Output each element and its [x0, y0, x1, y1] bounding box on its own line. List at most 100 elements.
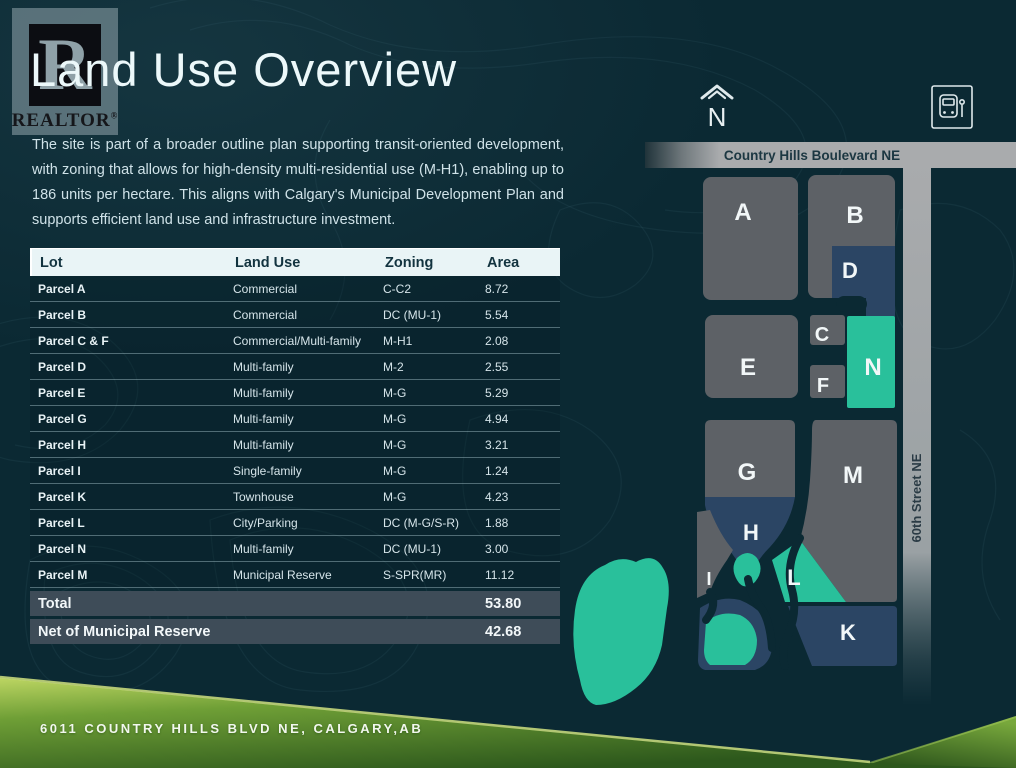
parcel-I [697, 510, 733, 598]
cell-lot: Parcel H [38, 437, 87, 452]
north-arrow-icon [700, 84, 734, 100]
road-country-hills-blvd [645, 142, 1016, 168]
cell-area: 2.08 [485, 333, 509, 348]
parcel-label-L: L [787, 565, 800, 590]
road-label-vertical: 60th Street NE [909, 453, 924, 542]
cell-area: 4.23 [485, 489, 509, 504]
cell-land-use: Commercial/Multi-family [233, 333, 362, 348]
cell-area: 5.54 [485, 307, 509, 322]
cell-zoning: M-G [383, 463, 407, 478]
cell-zoning: M-H1 [383, 333, 413, 348]
cell-land-use: Multi-family [233, 359, 294, 374]
table-row: Parcel E Multi-family M-G 5.29 [30, 380, 560, 406]
table-row: Parcel A Commercial C-C2 8.72 [30, 276, 560, 302]
green-patch-small [704, 613, 757, 665]
net-row: Net of Municipal Reserve 42.68 [30, 619, 560, 644]
table-row: Parcel B Commercial DC (MU-1) 5.54 [30, 302, 560, 328]
cell-land-use: Multi-family [233, 411, 294, 426]
cell-zoning: M-G [383, 489, 407, 504]
cell-zoning: M-G [383, 385, 407, 400]
parcel-label-E: E [740, 354, 756, 381]
table-row: Parcel G Multi-family M-G 4.94 [30, 406, 560, 432]
cell-area: 11.12 [485, 567, 515, 582]
cell-lot: Parcel I [38, 463, 81, 478]
cell-lot: Parcel B [38, 307, 87, 322]
column-header-area: Area [487, 254, 520, 271]
column-header-land-use: Land Use [235, 254, 301, 271]
parcel-label-F: F [817, 375, 829, 397]
cell-lot: Parcel D [38, 359, 87, 374]
cell-zoning: M-G [383, 437, 407, 452]
cell-land-use: City/Parking [233, 515, 298, 530]
table-row: Parcel C & F Commercial/Multi-family M-H… [30, 328, 560, 354]
parcel-G [705, 420, 795, 497]
column-header-lot: Lot [40, 254, 63, 271]
cell-land-use: Townhouse [233, 489, 294, 504]
realtor-logo: R REALTOR® [12, 8, 118, 135]
parcel-D [832, 246, 895, 318]
column-header-zoning: Zoning [385, 254, 434, 271]
parcel-F [810, 365, 845, 398]
grass-ridge-right-highlight [869, 716, 1016, 764]
cell-land-use: Single-family [233, 463, 302, 478]
cell-land-use: Multi-family [233, 437, 294, 452]
table-row: Parcel K Townhouse M-G 4.23 [30, 484, 560, 510]
parcel-label-N: N [864, 354, 881, 381]
parcel-A [703, 177, 798, 300]
cell-land-use: Commercial [233, 281, 298, 296]
net-label: Net of Municipal Reserve [38, 623, 211, 640]
parcel-M [800, 420, 897, 602]
cell-lot: Parcel L [38, 515, 85, 530]
parcel-C [810, 315, 845, 345]
cell-lot: Parcel E [38, 385, 86, 400]
north-label: N [708, 102, 727, 132]
parcel-label-K: K [840, 620, 856, 645]
road-label-horizontal: Country Hills Boulevard NE [724, 148, 900, 163]
cell-lot: Parcel N [38, 541, 87, 556]
cell-lot: Parcel C & F [38, 333, 109, 348]
cell-zoning: M-2 [383, 359, 404, 374]
bus-stop-icon [931, 85, 973, 129]
grass-ridge-left-highlight [0, 675, 871, 764]
realtor-logo-mark: R [29, 24, 101, 106]
table-header-row: Lot Land Use Zoning Area [30, 248, 560, 276]
parcel-label-I: I [706, 569, 711, 589]
realtor-logo-word: REALTOR® [11, 110, 119, 131]
parcel-label-A: A [734, 199, 751, 226]
cell-zoning: DC (MU-1) [383, 307, 441, 322]
parcel-H [705, 497, 795, 579]
road-60th-street [903, 160, 931, 705]
table-row: Parcel H Multi-family M-G 3.21 [30, 432, 560, 458]
table-row: Parcel L City/Parking DC (M-G/S-R) 1.88 [30, 510, 560, 536]
cell-lot: Parcel M [38, 567, 88, 582]
cell-area: 3.00 [485, 541, 509, 556]
cell-zoning: DC (M-G/S-R) [383, 515, 459, 530]
total-value: 53.80 [485, 595, 522, 612]
cell-land-use: Multi-family [233, 541, 294, 556]
parcel-label-G: G [738, 459, 757, 486]
property-address: 6011 COUNTRY HILLS BLVD NE, CALGARY,AB [40, 721, 424, 736]
cell-land-use: Municipal Reserve [233, 567, 332, 582]
total-row: Total 53.80 [30, 591, 560, 616]
registered-mark: ® [110, 110, 119, 121]
parcel-label-D: D [842, 258, 858, 283]
grass-hill-left [0, 678, 1016, 768]
cell-area: 5.29 [485, 385, 509, 400]
table-row: Parcel D Multi-family M-2 2.55 [30, 354, 560, 380]
land-use-table: Lot Land Use Zoning Area Parcel A Commer… [30, 248, 560, 644]
green-patch-diamond [733, 553, 761, 587]
table-row: Parcel I Single-family M-G 1.24 [30, 458, 560, 484]
road-stub [836, 296, 867, 312]
net-value: 42.68 [485, 623, 522, 640]
parcel-label-M: M [843, 462, 863, 489]
cell-lot: Parcel K [38, 489, 87, 504]
cell-area: 1.88 [485, 515, 509, 530]
page-description: The site is part of a broader outline pl… [32, 137, 564, 228]
total-label: Total [38, 595, 72, 612]
cell-zoning: DC (MU-1) [383, 541, 441, 556]
realtor-logo-letter: R [38, 24, 92, 106]
cell-land-use: Commercial [233, 307, 298, 322]
cell-area: 8.72 [485, 281, 509, 296]
parcel-E [705, 315, 798, 398]
